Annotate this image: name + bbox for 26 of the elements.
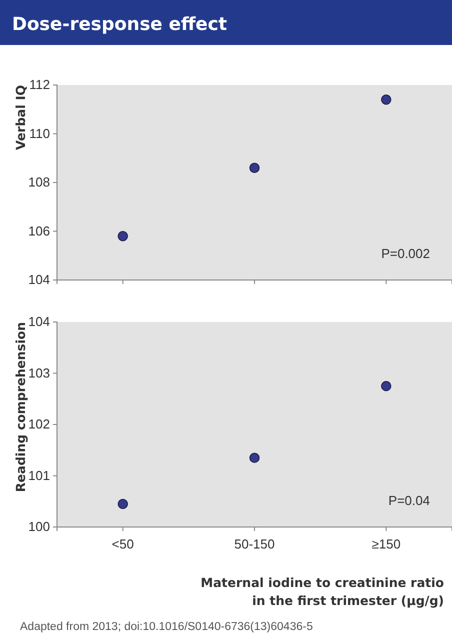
x-tick-label: <50 [112,536,134,552]
y-tick-label: 112 [29,77,50,92]
x-axis-title: Maternal iodine to creatinine ratio in the first trimester (µg/g) [200,575,444,608]
y-tick-label: 101 [28,468,50,483]
point [249,452,260,463]
y-tick-label: 104 [28,272,50,288]
y-axis-title: Reading comprehension [13,322,28,492]
point [381,94,392,105]
point [118,498,128,510]
y-tick-label: 100 [28,519,50,534]
annotation: P=0.04 [388,493,430,508]
y-tick-label: 106 [28,223,50,238]
point [118,231,128,242]
chart-title: Dose-response effect [12,14,228,35]
annotation: P=0.002 [381,246,430,261]
text: Adapted from 2013; doi:10.1016/S0140-6736(13)60436-5 [20,621,313,633]
y-tick-label: 103 [28,365,50,380]
y-tick-label: 108 [28,174,50,190]
y-tick-label: 110 [29,126,50,141]
y-axis-title: Verbal IQ [13,85,28,150]
point [381,380,392,392]
x-tick-label: ≥150 [372,536,401,552]
y-tick-label: 104 [28,314,50,330]
y-tick-label: 102 [28,416,50,432]
point [249,162,260,173]
x-tick-label: 50-150 [234,536,275,552]
